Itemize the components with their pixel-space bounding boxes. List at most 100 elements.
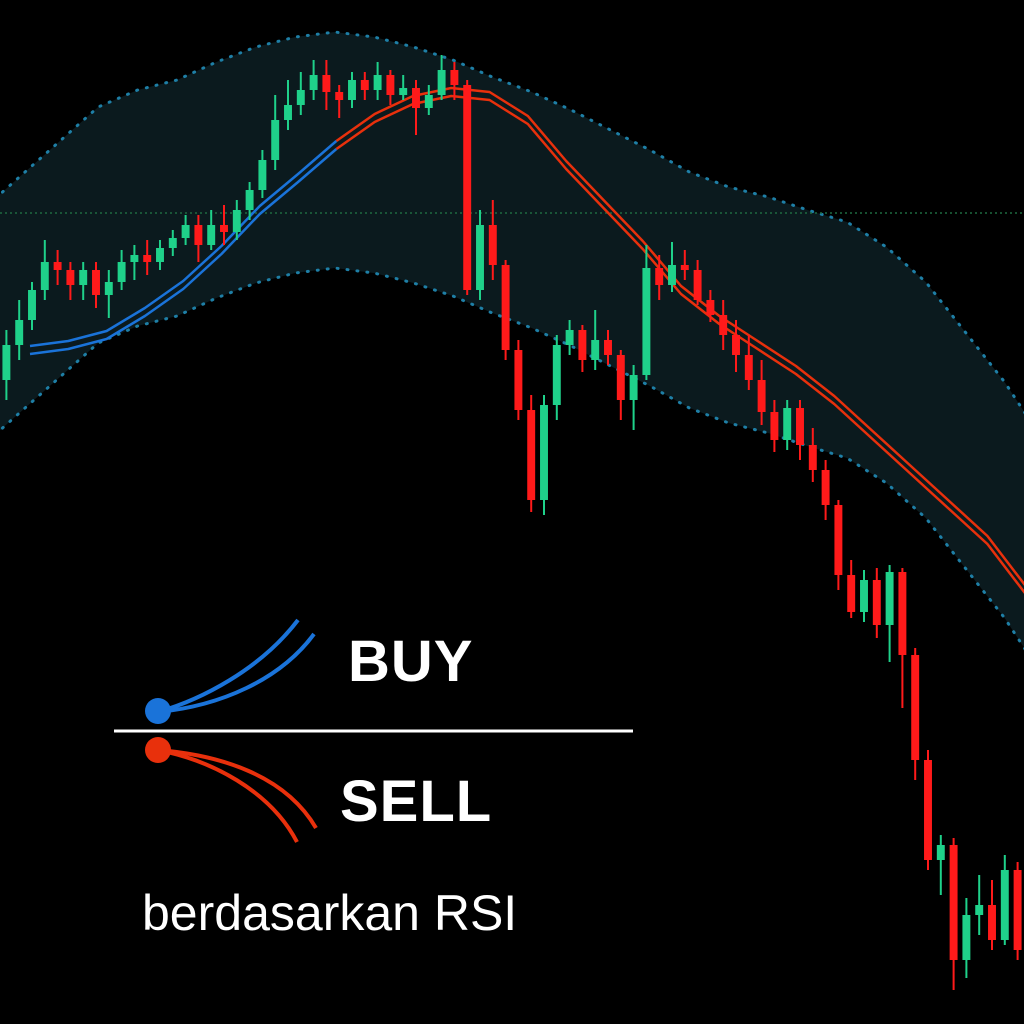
candle-body: [296, 90, 305, 105]
candle-body: [924, 760, 932, 860]
candle-body: [66, 270, 75, 285]
upper-band-line: [0, 30, 1024, 415]
candles: [2, 55, 1022, 990]
candle: [424, 85, 433, 115]
candle: [309, 60, 318, 100]
candle: [860, 570, 868, 622]
candle: [104, 270, 113, 318]
candle: [821, 460, 830, 520]
candle-body: [949, 845, 958, 960]
candle: [271, 95, 280, 170]
candle-body: [808, 445, 817, 470]
candle: [975, 875, 984, 935]
candle-body: [207, 225, 216, 245]
candle-body: [860, 580, 868, 612]
buy-ma-line: [29, 148, 338, 356]
candle-body: [642, 268, 651, 375]
buy-legend-curve: [157, 618, 300, 714]
candle: [412, 80, 420, 135]
candle-body: [194, 225, 203, 245]
candle-body: [540, 405, 548, 500]
candle: [680, 250, 689, 280]
band-fill: [0, 32, 1024, 648]
candle: [1000, 855, 1009, 945]
candle-body: [527, 410, 536, 500]
candle: [66, 262, 75, 300]
candle-body: [309, 75, 318, 90]
candle-body: [130, 255, 139, 262]
candle: [616, 350, 625, 420]
candle-body: [783, 408, 792, 440]
candle: [437, 55, 446, 100]
candle-body: [936, 845, 945, 860]
candle: [719, 300, 728, 350]
candle: [578, 325, 587, 372]
candle-body: [898, 572, 907, 655]
candle: [847, 560, 856, 618]
candle-body: [284, 105, 292, 120]
candle-body: [872, 580, 881, 625]
candle-body: [143, 255, 152, 262]
sell-indicator-dot: [145, 737, 171, 763]
candle-body: [719, 315, 728, 335]
candle-body: [117, 262, 126, 282]
candle-body: [168, 238, 177, 248]
candle: [655, 255, 664, 300]
candle-body: [156, 248, 164, 262]
candle-body: [220, 225, 228, 232]
candle: [335, 85, 344, 118]
candle: [181, 215, 190, 245]
candle-body: [92, 270, 100, 295]
sell-legend-curve: [157, 748, 299, 843]
candle: [284, 80, 292, 130]
candle-body: [28, 290, 36, 320]
candle-body: [975, 905, 984, 915]
candle: [962, 898, 971, 978]
candle: [53, 250, 62, 285]
candle: [488, 200, 497, 280]
candle: [796, 400, 804, 460]
candle: [936, 835, 945, 895]
lower-band-line: [0, 266, 1024, 651]
candle: [668, 242, 676, 292]
candle: [220, 205, 228, 245]
candle: [770, 400, 779, 452]
candle-body: [885, 572, 894, 625]
candle-body: [2, 345, 11, 380]
buy-legend-curve: [157, 632, 316, 714]
buy-indicator-dot: [145, 698, 171, 724]
candle-body: [1013, 870, 1022, 950]
candle-body: [655, 268, 664, 285]
candle: [450, 62, 459, 100]
candle: [117, 250, 126, 290]
candle: [629, 365, 638, 430]
candle: [360, 72, 369, 100]
candle: [1013, 862, 1022, 960]
candle-body: [821, 470, 830, 505]
candle-body: [386, 75, 395, 95]
candle-body: [79, 270, 88, 285]
candle-body: [629, 375, 638, 400]
candle-body: [424, 95, 433, 108]
candle: [552, 335, 561, 420]
candle: [348, 72, 356, 108]
candle: [92, 262, 100, 308]
candle-body: [437, 70, 446, 95]
candle: [143, 240, 152, 275]
candle-body: [258, 160, 267, 190]
candle-body: [834, 505, 843, 575]
candle: [40, 240, 49, 300]
caption-text: berdasarkan RSI: [142, 885, 518, 941]
candle-body: [693, 270, 702, 300]
sell-ma-line: [335, 86, 1024, 586]
candle: [373, 62, 382, 100]
moving-average-lines: [29, 86, 1024, 594]
candle-body: [962, 915, 971, 960]
candle: [540, 395, 548, 515]
candle: [706, 290, 715, 322]
candle-body: [181, 225, 190, 238]
sell-ma-line: [335, 94, 1024, 594]
candle-body: [40, 262, 49, 290]
candle: [514, 340, 523, 420]
candle: [808, 428, 817, 482]
